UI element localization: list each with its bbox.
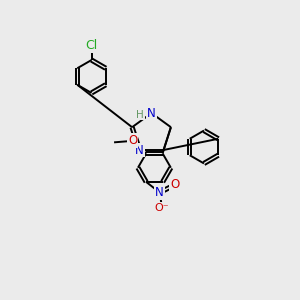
Text: O: O [170, 178, 179, 191]
Text: N: N [147, 106, 156, 120]
Text: O⁻: O⁻ [155, 203, 170, 213]
Text: Cl: Cl [85, 38, 98, 52]
Text: H: H [136, 110, 144, 120]
Text: N: N [155, 186, 164, 199]
Text: N: N [135, 143, 144, 157]
Text: O: O [128, 134, 137, 147]
